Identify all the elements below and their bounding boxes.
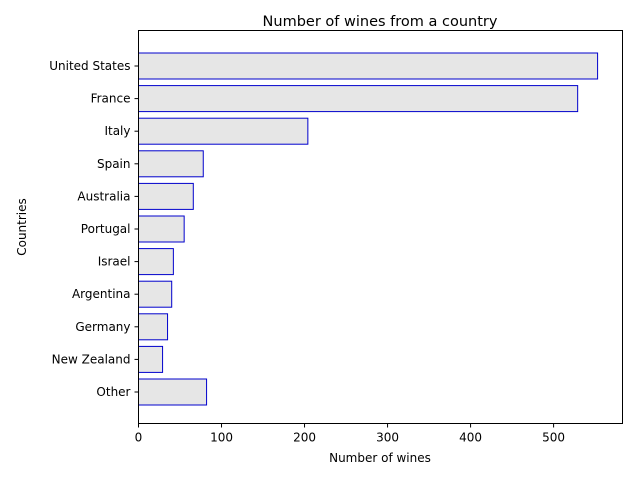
y-axis-ticks: United States France Italy Spain Australia Po… xyxy=(49,59,139,399)
x-tick-label: 200 xyxy=(293,431,316,445)
plot-frame xyxy=(138,30,623,424)
y-tick-label: United States xyxy=(49,59,130,73)
bar-spain xyxy=(138,150,204,178)
x-tick-label: 300 xyxy=(376,431,399,445)
y-tick-label: Italy xyxy=(104,124,130,138)
y-axis-label: Countries xyxy=(15,198,29,256)
bars-group xyxy=(138,52,599,406)
x-axis-label: Number of wines xyxy=(329,451,431,465)
x-tick-label: 400 xyxy=(459,431,482,445)
chart-title: Number of wines from a country xyxy=(263,14,498,30)
y-tick-label: Portugal xyxy=(81,222,131,236)
bar-france xyxy=(138,85,579,113)
x-axis-ticks: 0 100 200 300 400 500 xyxy=(135,423,565,445)
y-tick-label: Israel xyxy=(98,255,131,269)
y-tick-label: France xyxy=(91,92,131,106)
bar-israel xyxy=(138,248,174,276)
bar-other xyxy=(138,378,208,406)
x-tick-label: 0 xyxy=(135,431,143,445)
y-tick-label: New Zealand xyxy=(52,352,131,366)
bar-new-zealand xyxy=(138,345,164,373)
bar-australia xyxy=(138,182,194,210)
bar-italy xyxy=(138,117,309,145)
x-tick-label: 500 xyxy=(542,431,565,445)
y-tick-label: Argentina xyxy=(72,287,131,301)
y-tick-label: Germany xyxy=(75,320,130,334)
y-tick-label: Spain xyxy=(97,157,131,171)
y-tick-label: Australia xyxy=(77,189,130,203)
x-tick-label: 100 xyxy=(210,431,233,445)
bar-united-states xyxy=(138,52,599,80)
bar-portugal xyxy=(138,215,185,243)
bar-germany xyxy=(138,313,169,341)
y-tick-label: Other xyxy=(96,385,130,399)
bar-argentina xyxy=(138,280,173,308)
